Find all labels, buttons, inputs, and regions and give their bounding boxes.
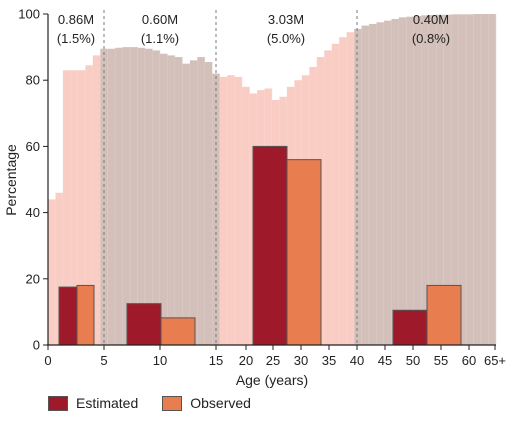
group-count-label: 0.40M (413, 12, 449, 27)
background-bar (421, 15, 429, 345)
background-bar (384, 20, 392, 346)
x-tick-label: 25 (266, 353, 280, 368)
y-tick-label: 80 (26, 73, 40, 88)
legend: Estimated Observed (48, 395, 251, 411)
background-bar (137, 47, 146, 345)
background-bar (398, 17, 407, 346)
background-bar (197, 57, 205, 345)
bar-estimated (58, 286, 78, 346)
bar-observed (76, 284, 95, 346)
bar-estimated (392, 309, 428, 346)
background-bar (436, 14, 444, 345)
background-bar (219, 76, 228, 345)
group-count-label: 0.86M (58, 12, 94, 27)
background-bar (391, 18, 400, 345)
background-bar (189, 60, 198, 346)
x-tick-label: 5 (100, 353, 107, 368)
y-tick-label: 20 (26, 271, 40, 286)
background-bar (182, 63, 191, 346)
background-bar (466, 14, 474, 346)
group-percent-label: (1.1%) (141, 31, 179, 46)
x-tick-label: 40 (350, 353, 364, 368)
background-bar (160, 53, 168, 345)
x-axis-title: Age (years) (236, 372, 308, 388)
x-tick-label: 20 (239, 353, 253, 368)
x-tick-label: 35 (322, 353, 336, 368)
group-count-label: 3.03M (268, 12, 304, 27)
background-bar (242, 86, 250, 345)
background-bar (227, 75, 235, 346)
background-bar (167, 55, 176, 346)
x-tick-label: 10 (153, 353, 167, 368)
background-bar (92, 55, 101, 346)
x-tick-label: 55 (434, 353, 448, 368)
background-bar (122, 47, 131, 345)
background-bar (413, 15, 422, 346)
background-bar (174, 57, 183, 345)
group-annotations: 0.86M (1.5%) 0.60M (1.1%) 3.03M (5.0%) 0.40M (0… (57, 12, 450, 46)
background-bar (354, 28, 362, 346)
background-bar (85, 65, 93, 345)
background-bar (107, 48, 116, 345)
bar-estimated (252, 145, 288, 346)
x-tick-label: 30 (294, 353, 308, 368)
legend-item-estimated: Estimated (48, 395, 138, 411)
bar-observed (160, 317, 196, 346)
x-tick-label: 0 (44, 353, 51, 368)
y-tick-label: 0 (33, 338, 40, 353)
background-bar (115, 47, 123, 345)
background-bar (331, 43, 340, 345)
background-bar (130, 47, 138, 345)
group-percent-label: (0.8%) (412, 31, 450, 46)
group-percent-label: (1.5%) (57, 31, 95, 46)
background-bar (451, 14, 459, 346)
x-tick-label: 45 (378, 353, 392, 368)
y-tick-label: 100 (18, 7, 40, 22)
y-tick-label: 40 (26, 205, 40, 220)
y-axis-title: Percentage (3, 144, 19, 216)
background-bar (77, 70, 86, 346)
background-bar (428, 14, 437, 346)
background-bar (62, 70, 71, 346)
legend-item-observed: Observed (162, 395, 251, 411)
background-bar (443, 14, 452, 345)
bar-estimated (126, 303, 162, 346)
legend-label-observed: Observed (190, 395, 251, 411)
group-count-label: 0.60M (142, 12, 178, 27)
background-bar (361, 25, 370, 346)
background-bar (369, 23, 377, 346)
background-bar (55, 192, 64, 345)
grouped-bars (58, 145, 462, 346)
background-bar (152, 50, 161, 345)
group-dividers (103, 10, 358, 345)
legend-swatch-observed (162, 395, 183, 411)
background-bar (48, 199, 56, 345)
bar-observed (426, 284, 462, 346)
background-bar (406, 16, 415, 346)
group-percent-label: (5.0%) (267, 31, 305, 46)
background-bar (481, 14, 489, 345)
background-bar (376, 22, 385, 346)
legend-swatch-estimated (48, 395, 68, 411)
background-bar (204, 62, 213, 345)
background-bar (458, 14, 467, 346)
background-bar (324, 50, 332, 345)
background-bar (145, 48, 153, 345)
background-bar (339, 37, 347, 346)
axes: 0 20 40 60 80 100 0 5 10 15 20 25 30 35 40 45 50 55 60 65+ (18, 7, 506, 369)
x-tick-label: 60 (462, 353, 476, 368)
background-bar (234, 76, 243, 345)
background-bar (346, 32, 355, 346)
background-bar (473, 14, 482, 345)
legend-label-estimated: Estimated (76, 395, 139, 411)
x-tick-label: 15 (209, 353, 223, 368)
x-tick-label: 65+ (484, 353, 506, 368)
background-bar (70, 70, 79, 346)
background-bar (488, 14, 497, 345)
bar-observed (286, 159, 322, 346)
y-tick-label: 60 (26, 139, 40, 154)
x-tick-label: 50 (406, 353, 420, 368)
